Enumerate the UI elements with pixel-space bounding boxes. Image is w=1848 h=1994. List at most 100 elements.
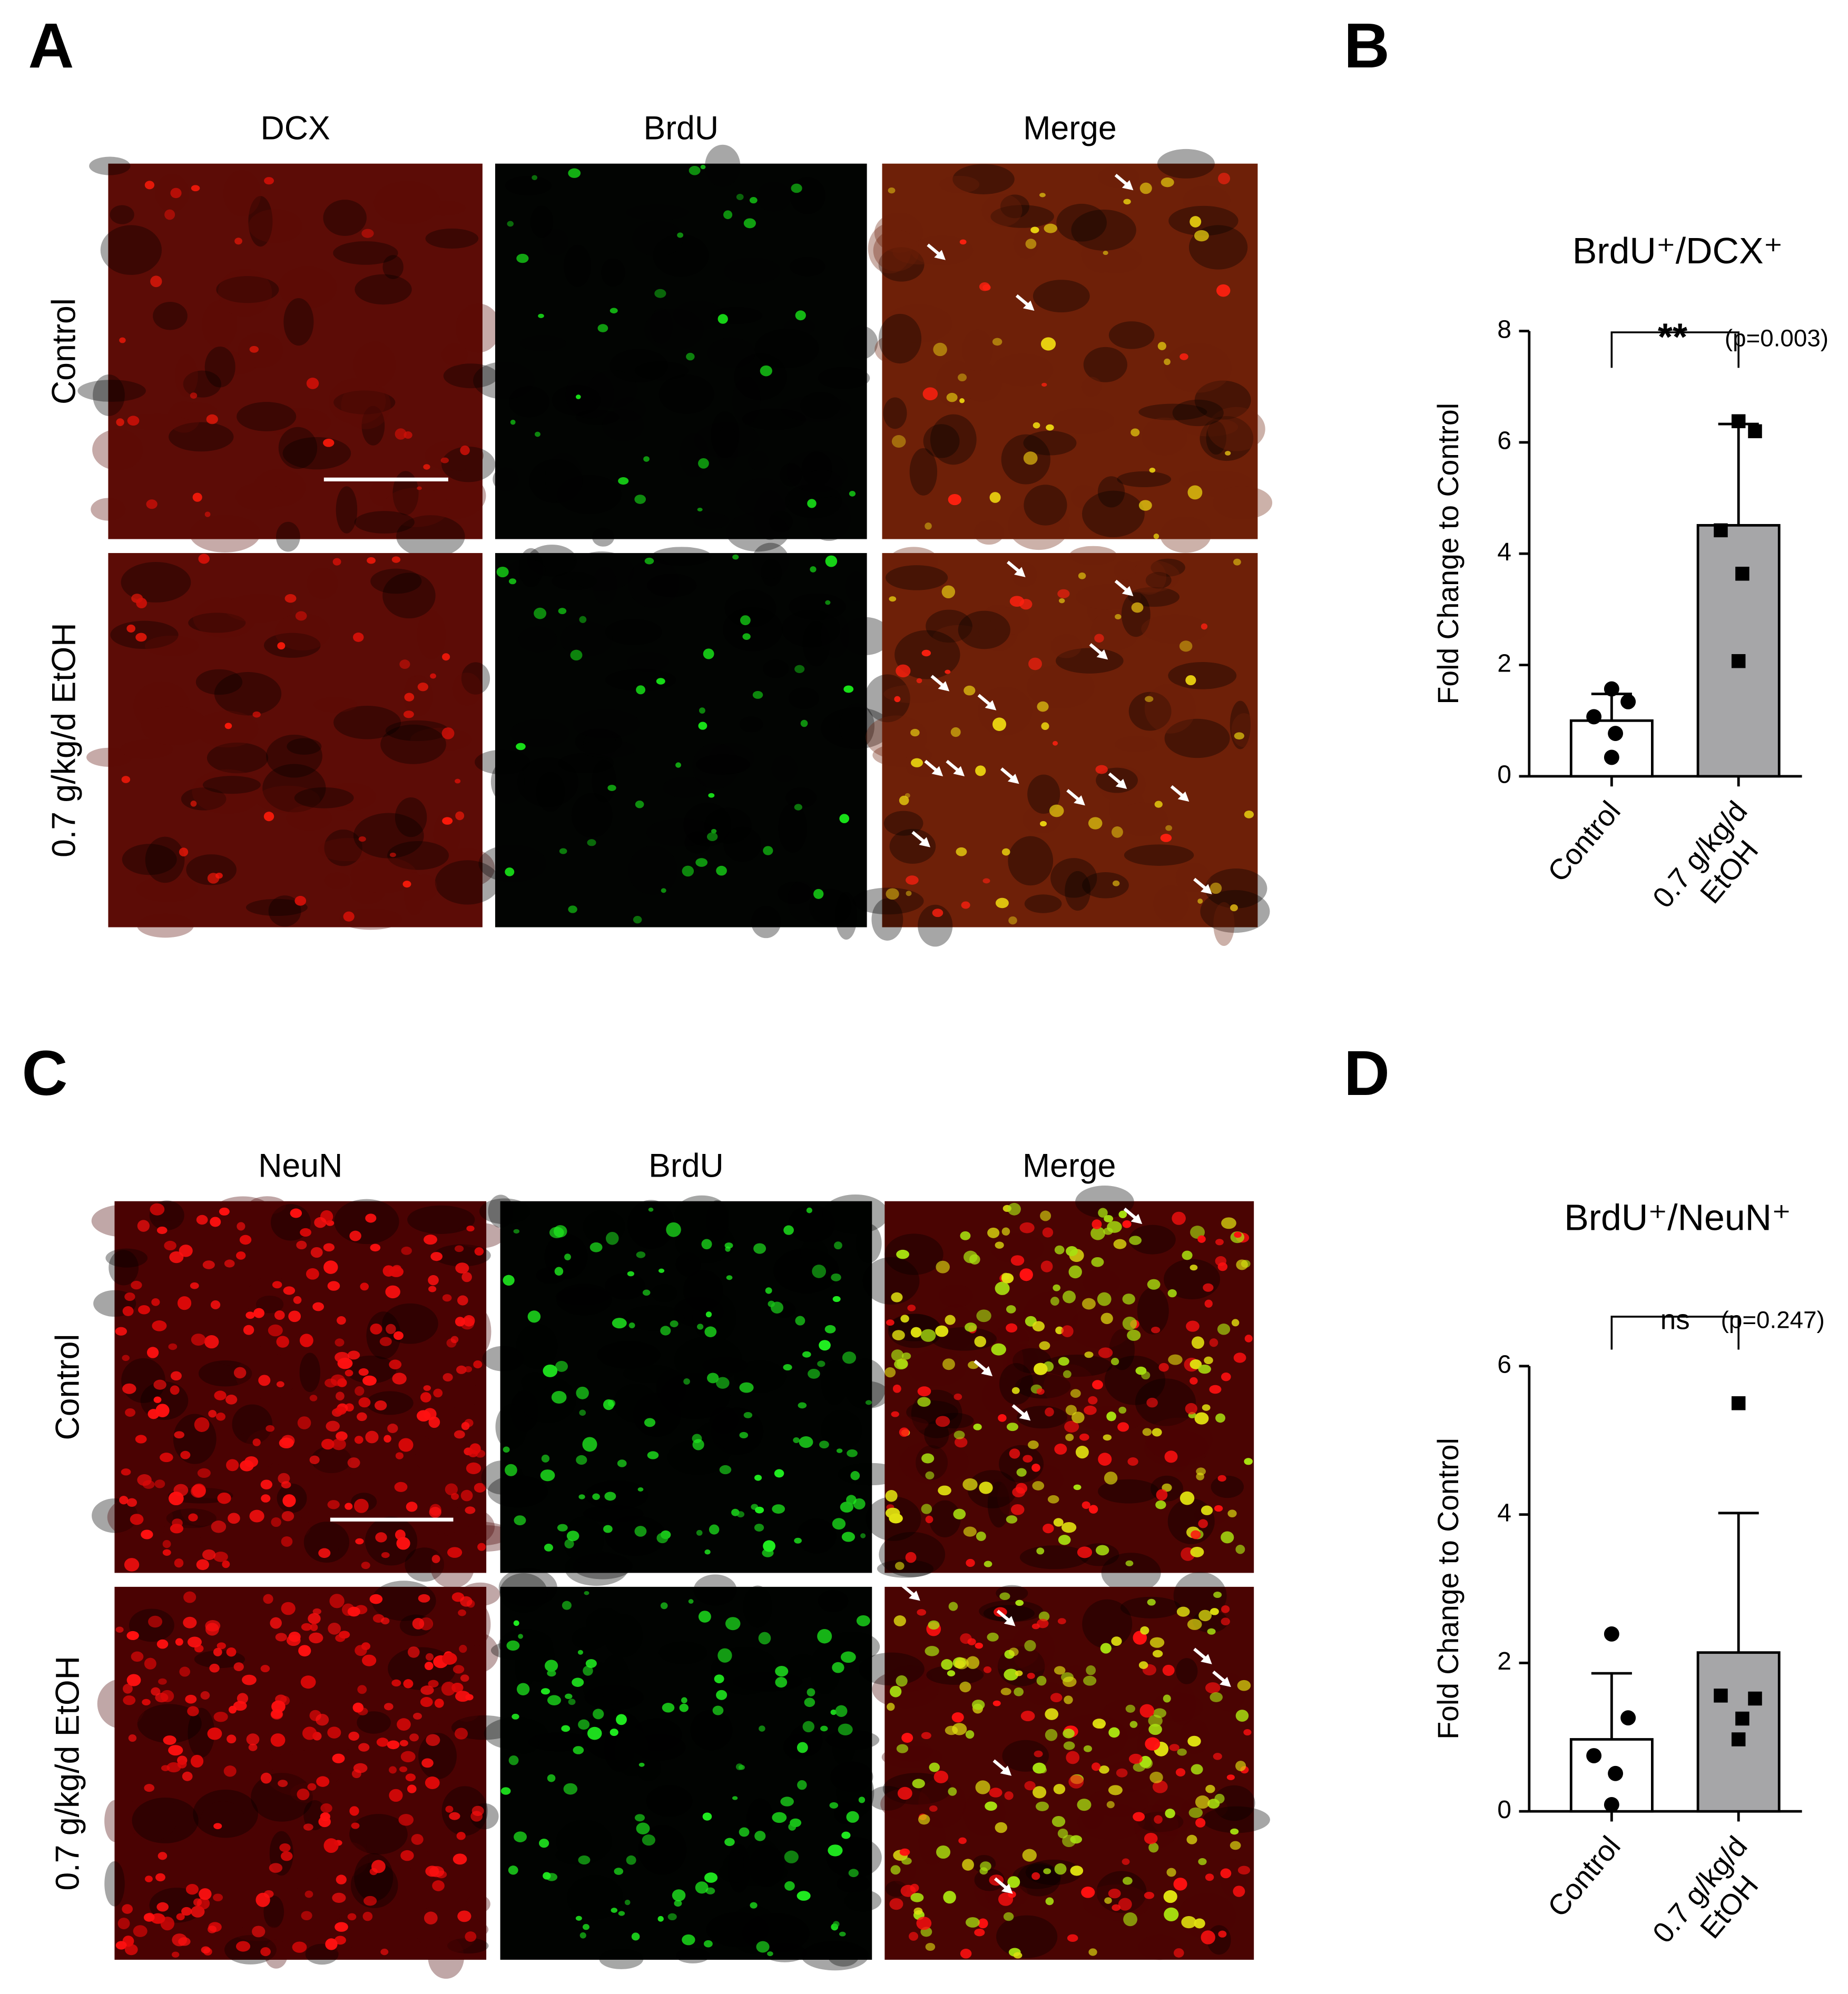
tissue-texture (572, 709, 640, 739)
cell-spot (1145, 696, 1154, 702)
tissue-texture (1098, 1479, 1159, 1504)
cell-spot (456, 1832, 466, 1840)
cell-spot (723, 210, 733, 220)
cell-spot (358, 836, 366, 842)
cell-spot (544, 1660, 558, 1672)
row-label: Control (50, 1334, 86, 1440)
cell-spot (279, 1843, 291, 1852)
tissue-texture (1087, 1788, 1149, 1817)
cell-spot (131, 1651, 144, 1662)
cell-spot (514, 1515, 526, 1526)
cell-spot (335, 1922, 348, 1932)
tissue-texture (872, 1670, 939, 1709)
cell-spot (226, 1647, 237, 1657)
cell-spot (190, 801, 197, 807)
cell-spot (164, 209, 175, 220)
tissue-texture (109, 1250, 139, 1286)
cell-spot (181, 1907, 192, 1916)
tissue-texture (420, 472, 486, 519)
cell-spot (385, 1285, 400, 1299)
tissue-texture (1024, 894, 1062, 913)
tissue-texture (746, 1798, 773, 1838)
cell-spot (842, 1351, 857, 1364)
cell-spot (1047, 1495, 1059, 1504)
cell-spot (975, 1642, 983, 1649)
tissue-texture (382, 487, 450, 527)
cell-spot (1108, 1785, 1123, 1795)
cell-spot (119, 337, 126, 343)
bar (1696, 1651, 1781, 1813)
tissue-texture (318, 838, 379, 862)
tissue-texture (683, 1270, 723, 1311)
cell-spot (428, 1680, 439, 1688)
tissue-texture (719, 1859, 788, 1886)
cell-spot (965, 1730, 975, 1739)
cell-spot (197, 1468, 211, 1478)
cell-spot (213, 1647, 222, 1656)
cell-spot (473, 1360, 483, 1369)
cell-spot (454, 1728, 468, 1740)
cell-spot (998, 1414, 1007, 1422)
cell-spot (1233, 558, 1241, 566)
tissue-texture (836, 1767, 874, 1818)
cell-spot (1197, 899, 1203, 904)
cell-spot (1045, 1708, 1059, 1720)
cell-spot (1079, 1433, 1089, 1441)
cell-spot (461, 1272, 472, 1282)
tissue-texture (801, 1941, 869, 1971)
cell-spot (709, 1524, 720, 1535)
tissue-texture (1024, 485, 1067, 526)
cell-spot (290, 1208, 302, 1218)
cell-spot (1068, 1265, 1082, 1279)
cell-spot (384, 1435, 391, 1443)
tissue-texture (676, 1948, 710, 1963)
cell-spot (610, 308, 618, 314)
tissue-texture (778, 803, 808, 853)
cell-spot (624, 1899, 631, 1906)
data-point (1731, 414, 1746, 429)
cell-spot (1040, 1260, 1053, 1272)
tissue-texture (742, 408, 807, 430)
tissue-texture (839, 703, 874, 749)
tissue-texture (1113, 560, 1136, 580)
tissue-texture (447, 1938, 489, 1954)
tissue-texture (1211, 1475, 1244, 1498)
cell-spot (182, 1771, 193, 1781)
y-tick-label: 4 (1497, 1498, 1511, 1527)
cell-spot (202, 1260, 215, 1269)
column-header: Merge (1023, 110, 1116, 147)
cell-spot (429, 1506, 441, 1518)
tissue-texture (212, 1342, 267, 1367)
tissue-texture (153, 302, 188, 330)
tissue-texture (530, 205, 554, 238)
cell-spot (1072, 1411, 1085, 1424)
cell-spot (961, 901, 970, 909)
y-tick-label: 6 (1497, 427, 1511, 455)
tissue-texture (1027, 774, 1060, 814)
cell-spot (174, 1431, 185, 1439)
cell-spot (1191, 1530, 1201, 1539)
cell-spot (370, 1323, 382, 1335)
cell-spot (330, 1374, 346, 1386)
tissue-texture (520, 335, 566, 351)
cell-spot (992, 1700, 1001, 1706)
cell-spot (169, 1251, 184, 1263)
cell-spot (910, 1893, 924, 1902)
cell-spot (122, 1904, 133, 1914)
cell-spot (920, 1329, 936, 1342)
tissue-texture (705, 1200, 729, 1241)
tissue-texture (200, 1801, 246, 1844)
cell-spot (925, 1942, 936, 1951)
cell-spot (191, 1334, 206, 1346)
cell-spot (248, 1743, 258, 1751)
tissue-texture (523, 1635, 555, 1682)
cell-spot (1034, 1750, 1043, 1758)
cell-spot (754, 1475, 762, 1481)
cell-spot (921, 649, 931, 657)
cell-spot (677, 232, 684, 238)
cell-spot (841, 1831, 851, 1839)
cell-spot (516, 253, 529, 263)
cell-spot (1233, 1886, 1245, 1897)
tissue-texture (632, 1718, 682, 1751)
cell-spot (1036, 1388, 1045, 1395)
